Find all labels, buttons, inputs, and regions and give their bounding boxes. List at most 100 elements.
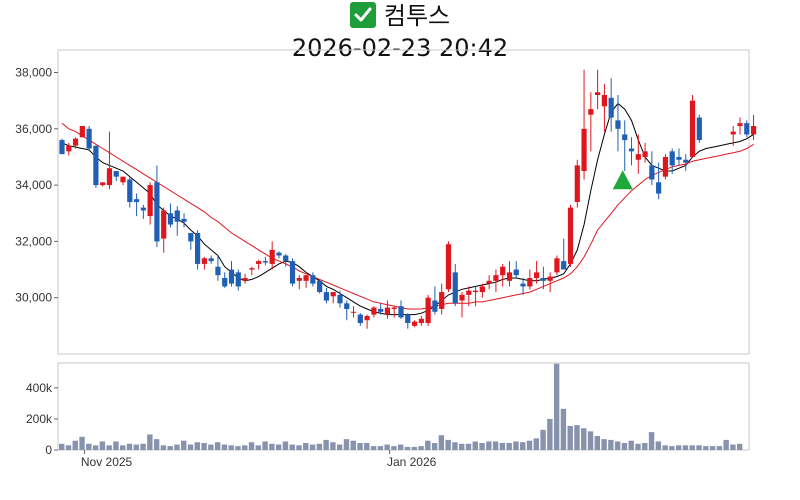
- candle-body: [350, 311, 357, 313]
- volume-bar: [242, 445, 248, 450]
- price-y-axis: 30,000 32,000 34,000 36,000 38,000: [15, 66, 58, 305]
- x-tick-label: Jan 2026: [387, 455, 437, 469]
- volume-bar: [526, 440, 533, 450]
- candle-body: [344, 303, 350, 309]
- candle-body: [215, 266, 221, 276]
- volume-bar: [343, 439, 350, 450]
- candle-body: [581, 128, 587, 172]
- candle-body: [235, 272, 241, 287]
- volume-bar: [581, 428, 587, 450]
- candle-body: [93, 145, 99, 186]
- candle-body: [574, 165, 580, 202]
- volume-bar: [106, 445, 112, 450]
- price-tick-label: 32,000: [15, 234, 52, 248]
- candle-body: [622, 134, 628, 141]
- price-plot-frame: [57, 49, 750, 355]
- candle-body: [459, 294, 465, 301]
- volume-bar: [99, 441, 106, 450]
- price-tick-label: 34,000: [15, 178, 52, 192]
- candle-body: [283, 255, 289, 262]
- volume-bar: [187, 444, 194, 450]
- candle-body: [201, 258, 207, 264]
- candle-body: [72, 138, 79, 146]
- candle-body: [561, 261, 567, 270]
- volume-bar: [398, 444, 404, 450]
- candle-body: [432, 300, 438, 312]
- volume-bar: [642, 443, 648, 450]
- candle-body: [642, 151, 648, 157]
- volume-bar: [92, 445, 99, 450]
- candle-body: [242, 278, 248, 281]
- volume-bar: [703, 446, 709, 450]
- candle-body: [222, 278, 228, 287]
- candle-body: [513, 269, 519, 276]
- volume-bar: [601, 439, 607, 450]
- volume-bar: [113, 441, 119, 450]
- candle-body: [567, 207, 574, 264]
- candle-body: [120, 176, 126, 183]
- volume-bar: [255, 445, 262, 450]
- candle-body: [188, 232, 194, 242]
- volume-bar: [269, 443, 275, 450]
- volume-bar: [465, 443, 472, 450]
- candle-body: [439, 292, 445, 309]
- volume-bar: [520, 442, 526, 450]
- volume-bar: [282, 441, 289, 450]
- volume-bar: [696, 445, 702, 450]
- volume-bar: [228, 445, 234, 450]
- candle-body: [418, 318, 424, 324]
- candle-body: [140, 207, 146, 211]
- volume-bar: [621, 443, 628, 450]
- candle-body: [635, 154, 641, 160]
- candle-body: [289, 261, 296, 284]
- volume-bar: [452, 442, 458, 450]
- candle-body: [554, 258, 560, 273]
- long-moving-average-line: [61, 122, 754, 310]
- candle-body: [608, 97, 614, 118]
- candle-body: [615, 120, 621, 129]
- candle-body: [371, 307, 377, 315]
- candlesticks: [59, 69, 757, 329]
- candle-body: [527, 278, 533, 287]
- candle-body: [276, 252, 282, 256]
- candle-body: [730, 131, 736, 135]
- volume-bars: [59, 363, 743, 450]
- candle-body: [330, 292, 336, 297]
- volume-bar: [214, 442, 221, 450]
- candle-body: [208, 258, 214, 262]
- candle-body: [445, 244, 452, 290]
- volume-bar: [181, 440, 187, 450]
- volume-tick-label: 0: [45, 443, 52, 457]
- volume-bar: [492, 441, 499, 450]
- volume-bar: [730, 444, 736, 450]
- candle-body: [472, 290, 479, 293]
- volume-bar: [221, 444, 228, 450]
- volume-bar: [323, 439, 329, 450]
- volume-bar: [459, 443, 465, 450]
- price-tick-label: 30,000: [15, 291, 52, 305]
- volume-bar: [574, 425, 580, 450]
- candle-body: [303, 275, 309, 281]
- volume-plot-frame: [57, 362, 750, 451]
- volume-bar: [655, 441, 662, 450]
- volume-bar: [614, 441, 621, 450]
- candle-body: [500, 266, 506, 276]
- candle-body: [534, 272, 540, 278]
- candle-body: [357, 314, 363, 324]
- candle-body: [113, 171, 119, 177]
- candle-body: [256, 261, 262, 264]
- volume-bar: [350, 440, 356, 450]
- volume-bar: [384, 444, 390, 450]
- volume-bar: [377, 446, 384, 450]
- candle-body: [398, 306, 404, 318]
- candle-body: [405, 314, 411, 324]
- candle-body: [506, 272, 513, 281]
- candle-body: [411, 321, 418, 326]
- candle-body: [683, 159, 689, 163]
- candle-body: [588, 109, 594, 115]
- volume-bar: [499, 443, 506, 450]
- volume-bar: [404, 446, 411, 450]
- candle-body: [547, 276, 553, 281]
- volume-bar: [275, 444, 282, 450]
- volume-bar: [506, 443, 512, 450]
